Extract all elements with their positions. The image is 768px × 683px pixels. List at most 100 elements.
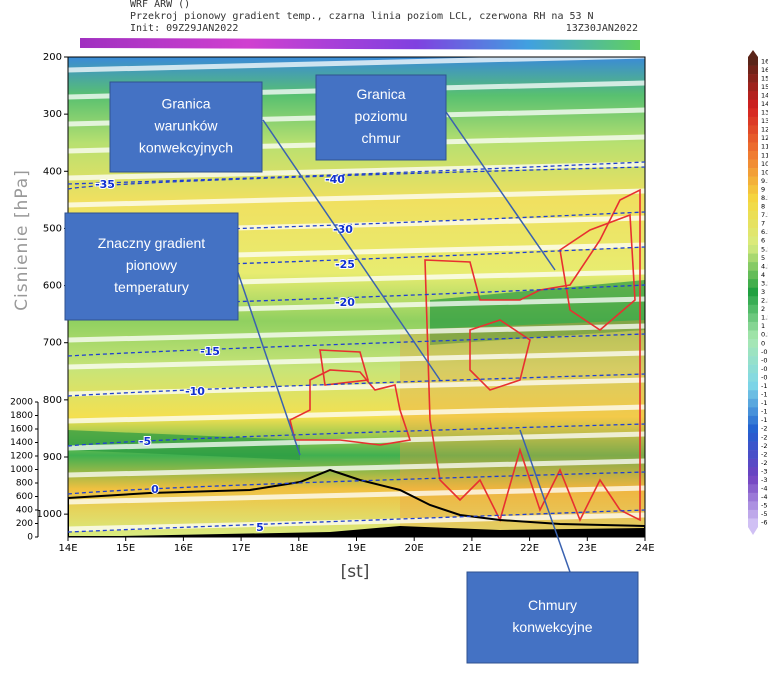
x-tick-label: 21E [462,543,481,554]
colorbar-cell [748,356,758,365]
colorbar-label: -0.2 [761,348,768,356]
callout-text: Granica [356,86,405,102]
header-line: WRF ARW () [130,0,190,10]
colorbar-cell [748,373,758,383]
colorbar-label: -4.5 [761,493,768,501]
colorbar-cell [748,236,758,246]
colorbar-label: 13 [761,117,768,125]
callout-box [315,74,447,161]
callout-text: pionowy [126,257,177,273]
isotherm [68,373,645,397]
lcl-line [68,468,645,537]
colorbar-cell [748,279,758,289]
colorbar-label: -1.6 [761,408,768,416]
callout-text: Granica [161,96,210,112]
colorbar-label: 0.5 [761,331,768,339]
colorbar-cell [748,168,758,177]
colorbar-label: -3 [761,467,767,475]
rh-contour [289,369,412,446]
isotherm [68,471,645,495]
field-stripe [68,458,645,478]
isotherm [68,161,645,185]
colorbar-label: -5.5 [761,510,768,518]
isotherm-label: -20 [335,296,355,309]
colorbar-cell [748,467,758,477]
rh-contour [424,188,641,523]
x-tick-label: 24E [635,543,654,554]
colorbar-cell [748,270,758,280]
y-tick-label: 800 [43,395,62,406]
header-line: Przekroj pionowy gradient temp., czarna … [130,11,594,22]
rh-contour [559,213,636,332]
colorbar-cell [748,262,758,271]
colorbar-label: -0.8 [761,373,768,381]
colorbar-label: 11 [761,151,768,159]
isotherm-label: -10 [185,385,205,398]
colorbar-label: 15 [761,83,768,91]
isotherm-label: -35 [95,178,115,191]
colorbar-cell [748,227,758,237]
isotherm-label: 0 [151,483,159,496]
colorbar-cell [748,287,758,297]
height-tick-label: 1400 [10,438,33,448]
callout-text: poziomu [355,108,408,124]
colorbar-cell [748,339,758,348]
colorbar-cell [748,390,758,400]
y-tick-label: 900 [43,452,62,463]
x-tick-label: 17E [232,543,251,554]
height-tick-label: 2000 [10,398,33,408]
colorbar-cell [748,433,758,442]
colorbar-cell [748,99,758,109]
colorbar-label: 14.5 [761,91,768,99]
colorbar-cell [748,202,758,212]
colorbar-cell [748,65,758,75]
y-tick-label: 700 [43,338,62,349]
colorbar-cell [748,116,758,126]
y-tick-label: 1000 [37,509,62,520]
colorbar-cell [748,57,758,66]
height-tick-label: 800 [16,479,33,489]
colorbar-label: 0 [761,339,765,347]
colorbar-cell [748,458,758,468]
colorbar-label: -1.8 [761,416,768,424]
y-tick-label: 600 [43,281,62,292]
colorbar-label: -2.4 [761,442,768,450]
y-axis-label: Cisnienie [hPa] [12,169,32,311]
colorbar-cell [748,492,758,502]
x-axis-label: [st] [341,562,370,582]
colorbar-cell [748,475,758,485]
height-tick-label: 600 [16,492,33,502]
field-stripe [68,323,645,343]
colorbar-label: -0.4 [761,356,768,364]
isotherm [68,423,645,447]
colorbar-cell [748,381,758,391]
isotherm-label: -40 [325,173,345,186]
colorbar-cell [748,330,758,340]
colorbar-cell [748,424,758,434]
colorbar-label: -4 [761,485,767,493]
field-stripe [68,404,645,424]
colorbar-cell [748,501,758,511]
colorbar-cell [748,398,758,408]
x-tick-label: 15E [116,543,135,554]
colorbar-tip [748,527,758,535]
colorbar-cell [748,142,758,152]
field-stripe [68,57,645,73]
x-tick-label: 22E [520,543,539,554]
field-stripe [68,377,645,397]
colorbar-cell [748,176,758,186]
colorbar-cell [748,159,758,169]
colorbar-cell [748,91,758,101]
colorbar-label: 7.5 [761,211,768,219]
colorbar-cell [748,219,758,229]
height-tick-label: 1000 [10,465,33,475]
colorbar-label: 4.5 [761,262,768,270]
colorbar-cell [748,133,758,143]
callout-text: konwekcyjnych [139,140,233,156]
colorbar-label: -0.6 [761,365,768,373]
callout-text: chmur [362,130,401,146]
colorbar-cell [748,193,758,203]
y-tick-label: 400 [43,166,62,177]
colorbar-cell [748,151,758,160]
colorbar-label: 1.5 [761,314,768,322]
